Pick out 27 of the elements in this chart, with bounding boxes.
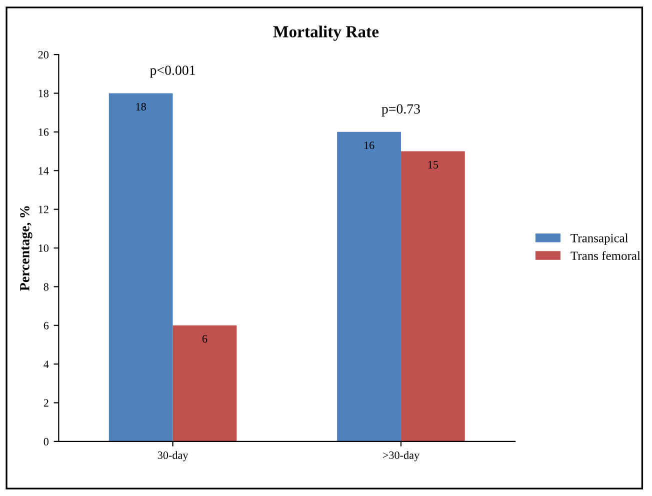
bar bbox=[108, 93, 173, 442]
legend-label: Trans femoral bbox=[570, 251, 640, 260]
y-tick-label: 20 bbox=[38, 51, 49, 59]
x-tick-label: >30-day bbox=[382, 451, 420, 462]
y-tick-label: 0 bbox=[44, 438, 49, 446]
y-tick-label: 10 bbox=[38, 244, 49, 252]
bar bbox=[400, 151, 465, 442]
y-tick-label: 12 bbox=[38, 206, 48, 214]
x-tick-label: 30-day bbox=[158, 451, 188, 462]
chart-title: Mortality Rate bbox=[273, 26, 379, 41]
bar bbox=[337, 132, 401, 442]
y-tick-label: 16 bbox=[38, 128, 49, 136]
y-tick-label: 14 bbox=[38, 167, 49, 174]
annotation: p<0.001 bbox=[150, 66, 195, 78]
y-tick-label: 8 bbox=[44, 283, 49, 291]
y-tick-label: 18 bbox=[38, 90, 49, 98]
legend-label: Transapical bbox=[570, 234, 628, 245]
y-tick-label: 2 bbox=[44, 399, 48, 407]
data-label: 18 bbox=[136, 102, 146, 110]
annotation: p=0.73 bbox=[382, 104, 420, 116]
data-label: 16 bbox=[364, 142, 374, 150]
bar bbox=[172, 325, 237, 442]
data-label: 15 bbox=[428, 161, 438, 168]
y-axis-title: Percentage, % bbox=[20, 206, 32, 291]
data-label: 6 bbox=[202, 335, 208, 343]
y-tick-label: 6 bbox=[44, 322, 49, 330]
y-tick-label: 4 bbox=[44, 360, 49, 368]
